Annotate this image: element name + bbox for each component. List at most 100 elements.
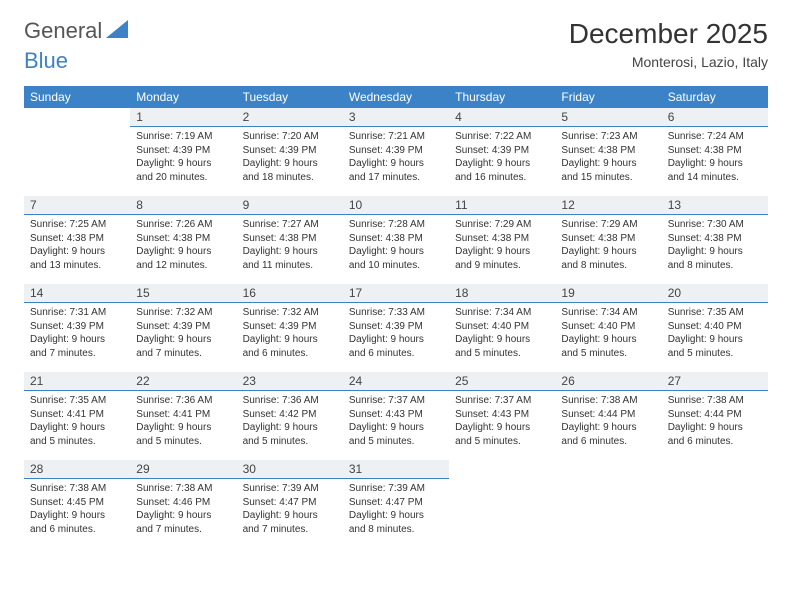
- calendar-cell: 18Sunrise: 7:34 AMSunset: 4:40 PMDayligh…: [449, 284, 555, 372]
- day-details: Sunrise: 7:37 AMSunset: 4:43 PMDaylight:…: [343, 391, 449, 454]
- calendar-row: 21Sunrise: 7:35 AMSunset: 4:41 PMDayligh…: [24, 372, 768, 460]
- calendar-cell: 7Sunrise: 7:25 AMSunset: 4:38 PMDaylight…: [24, 196, 130, 284]
- calendar-cell: 23Sunrise: 7:36 AMSunset: 4:42 PMDayligh…: [237, 372, 343, 460]
- day-details: Sunrise: 7:21 AMSunset: 4:39 PMDaylight:…: [343, 127, 449, 190]
- page-title: December 2025: [569, 18, 768, 50]
- day-number: 8: [130, 196, 236, 215]
- calendar-cell: 16Sunrise: 7:32 AMSunset: 4:39 PMDayligh…: [237, 284, 343, 372]
- day-number: 27: [662, 372, 768, 391]
- calendar-cell: 17Sunrise: 7:33 AMSunset: 4:39 PMDayligh…: [343, 284, 449, 372]
- calendar-cell: 20Sunrise: 7:35 AMSunset: 4:40 PMDayligh…: [662, 284, 768, 372]
- day-details: Sunrise: 7:30 AMSunset: 4:38 PMDaylight:…: [662, 215, 768, 278]
- day-number: 26: [555, 372, 661, 391]
- day-number: 9: [237, 196, 343, 215]
- day-number: 2: [237, 108, 343, 127]
- calendar-cell: 2Sunrise: 7:20 AMSunset: 4:39 PMDaylight…: [237, 108, 343, 196]
- day-number: 18: [449, 284, 555, 303]
- day-number: 5: [555, 108, 661, 127]
- calendar-cell: 14Sunrise: 7:31 AMSunset: 4:39 PMDayligh…: [24, 284, 130, 372]
- calendar-header: SundayMondayTuesdayWednesdayThursdayFrid…: [24, 86, 768, 108]
- calendar-cell: 19Sunrise: 7:34 AMSunset: 4:40 PMDayligh…: [555, 284, 661, 372]
- logo-sail-icon: [106, 18, 128, 44]
- day-details: Sunrise: 7:31 AMSunset: 4:39 PMDaylight:…: [24, 303, 130, 366]
- day-number: 17: [343, 284, 449, 303]
- logo: General: [24, 18, 130, 44]
- day-number: 11: [449, 196, 555, 215]
- day-details: Sunrise: 7:38 AMSunset: 4:44 PMDaylight:…: [555, 391, 661, 454]
- calendar-row: 14Sunrise: 7:31 AMSunset: 4:39 PMDayligh…: [24, 284, 768, 372]
- day-details: Sunrise: 7:29 AMSunset: 4:38 PMDaylight:…: [449, 215, 555, 278]
- calendar-cell: 30Sunrise: 7:39 AMSunset: 4:47 PMDayligh…: [237, 460, 343, 548]
- day-details: Sunrise: 7:37 AMSunset: 4:43 PMDaylight:…: [449, 391, 555, 454]
- day-number: 30: [237, 460, 343, 479]
- day-number: 1: [130, 108, 236, 127]
- day-number: 14: [24, 284, 130, 303]
- calendar-cell: 15Sunrise: 7:32 AMSunset: 4:39 PMDayligh…: [130, 284, 236, 372]
- day-number: 15: [130, 284, 236, 303]
- day-details: Sunrise: 7:34 AMSunset: 4:40 PMDaylight:…: [449, 303, 555, 366]
- day-details: Sunrise: 7:32 AMSunset: 4:39 PMDaylight:…: [130, 303, 236, 366]
- logo-text-blue: Blue: [24, 48, 768, 74]
- calendar-cell: 3Sunrise: 7:21 AMSunset: 4:39 PMDaylight…: [343, 108, 449, 196]
- day-number: 23: [237, 372, 343, 391]
- calendar-cell: 13Sunrise: 7:30 AMSunset: 4:38 PMDayligh…: [662, 196, 768, 284]
- day-details: Sunrise: 7:38 AMSunset: 4:46 PMDaylight:…: [130, 479, 236, 542]
- calendar-cell: 4Sunrise: 7:22 AMSunset: 4:39 PMDaylight…: [449, 108, 555, 196]
- calendar-row: 7Sunrise: 7:25 AMSunset: 4:38 PMDaylight…: [24, 196, 768, 284]
- calendar-cell: 25Sunrise: 7:37 AMSunset: 4:43 PMDayligh…: [449, 372, 555, 460]
- day-details: Sunrise: 7:22 AMSunset: 4:39 PMDaylight:…: [449, 127, 555, 190]
- calendar-row: 1Sunrise: 7:19 AMSunset: 4:39 PMDaylight…: [24, 108, 768, 196]
- calendar-cell: 10Sunrise: 7:28 AMSunset: 4:38 PMDayligh…: [343, 196, 449, 284]
- calendar-cell: 22Sunrise: 7:36 AMSunset: 4:41 PMDayligh…: [130, 372, 236, 460]
- day-details: Sunrise: 7:36 AMSunset: 4:42 PMDaylight:…: [237, 391, 343, 454]
- day-number: 29: [130, 460, 236, 479]
- day-number: 20: [662, 284, 768, 303]
- day-number: 6: [662, 108, 768, 127]
- day-number: 28: [24, 460, 130, 479]
- day-details: Sunrise: 7:29 AMSunset: 4:38 PMDaylight:…: [555, 215, 661, 278]
- day-details: Sunrise: 7:34 AMSunset: 4:40 PMDaylight:…: [555, 303, 661, 366]
- day-number: 10: [343, 196, 449, 215]
- calendar-cell: 21Sunrise: 7:35 AMSunset: 4:41 PMDayligh…: [24, 372, 130, 460]
- day-number: 13: [662, 196, 768, 215]
- day-number: 19: [555, 284, 661, 303]
- logo-text-general: General: [24, 18, 102, 44]
- day-number: 22: [130, 372, 236, 391]
- day-details: Sunrise: 7:28 AMSunset: 4:38 PMDaylight:…: [343, 215, 449, 278]
- day-details: Sunrise: 7:39 AMSunset: 4:47 PMDaylight:…: [343, 479, 449, 542]
- weekday-header: Thursday: [449, 86, 555, 108]
- calendar-cell: 31Sunrise: 7:39 AMSunset: 4:47 PMDayligh…: [343, 460, 449, 548]
- day-number: 31: [343, 460, 449, 479]
- day-details: Sunrise: 7:20 AMSunset: 4:39 PMDaylight:…: [237, 127, 343, 190]
- calendar-cell: [555, 460, 661, 548]
- day-number: 25: [449, 372, 555, 391]
- weekday-header: Monday: [130, 86, 236, 108]
- weekday-header: Sunday: [24, 86, 130, 108]
- calendar-cell: 5Sunrise: 7:23 AMSunset: 4:38 PMDaylight…: [555, 108, 661, 196]
- day-number: 4: [449, 108, 555, 127]
- day-details: Sunrise: 7:23 AMSunset: 4:38 PMDaylight:…: [555, 127, 661, 190]
- day-details: Sunrise: 7:32 AMSunset: 4:39 PMDaylight:…: [237, 303, 343, 366]
- day-details: Sunrise: 7:27 AMSunset: 4:38 PMDaylight:…: [237, 215, 343, 278]
- day-number: 7: [24, 196, 130, 215]
- day-number: 24: [343, 372, 449, 391]
- day-number: 3: [343, 108, 449, 127]
- day-number: 12: [555, 196, 661, 215]
- day-details: Sunrise: 7:35 AMSunset: 4:40 PMDaylight:…: [662, 303, 768, 366]
- day-details: Sunrise: 7:39 AMSunset: 4:47 PMDaylight:…: [237, 479, 343, 542]
- calendar-cell: 29Sunrise: 7:38 AMSunset: 4:46 PMDayligh…: [130, 460, 236, 548]
- calendar-cell: 8Sunrise: 7:26 AMSunset: 4:38 PMDaylight…: [130, 196, 236, 284]
- day-details: Sunrise: 7:36 AMSunset: 4:41 PMDaylight:…: [130, 391, 236, 454]
- calendar-cell: 26Sunrise: 7:38 AMSunset: 4:44 PMDayligh…: [555, 372, 661, 460]
- calendar-cell: 12Sunrise: 7:29 AMSunset: 4:38 PMDayligh…: [555, 196, 661, 284]
- day-number: 21: [24, 372, 130, 391]
- calendar-cell: 27Sunrise: 7:38 AMSunset: 4:44 PMDayligh…: [662, 372, 768, 460]
- day-details: Sunrise: 7:38 AMSunset: 4:45 PMDaylight:…: [24, 479, 130, 542]
- day-details: Sunrise: 7:19 AMSunset: 4:39 PMDaylight:…: [130, 127, 236, 190]
- calendar-cell: [449, 460, 555, 548]
- calendar-cell: 6Sunrise: 7:24 AMSunset: 4:38 PMDaylight…: [662, 108, 768, 196]
- weekday-header: Saturday: [662, 86, 768, 108]
- calendar-row: 28Sunrise: 7:38 AMSunset: 4:45 PMDayligh…: [24, 460, 768, 548]
- weekday-header: Friday: [555, 86, 661, 108]
- calendar-cell: 28Sunrise: 7:38 AMSunset: 4:45 PMDayligh…: [24, 460, 130, 548]
